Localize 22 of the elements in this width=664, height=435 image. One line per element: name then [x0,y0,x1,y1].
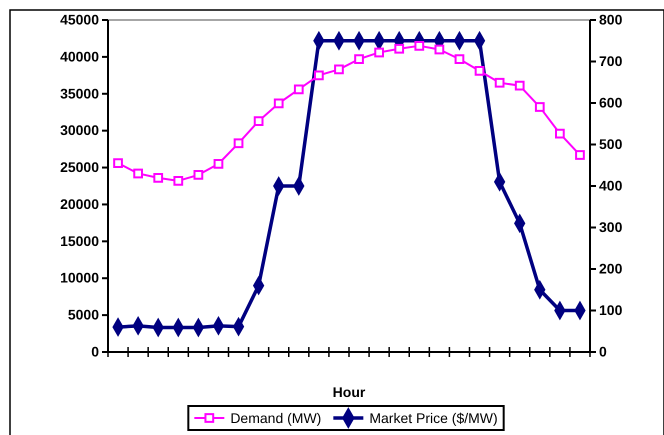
y-tick-label: 25000 [60,159,100,176]
y2-tick-label: 0 [599,343,607,360]
y2-tick-label: 500 [599,136,623,152]
y-tick-label: 20000 [60,196,100,212]
y-tick-label: 10000 [60,270,100,286]
y2-tick-label: 200 [599,260,623,276]
y-tick-label: 5000 [68,306,100,323]
y-tick-label: 0 [91,343,100,360]
legend-label: Demand (MW) [230,410,322,426]
y2-tick-label: 400 [599,177,623,194]
y-tick-label: 40000 [60,48,100,64]
y-tick-label: 15000 [60,232,100,249]
y2-tick-label: 300 [599,218,623,235]
x-axis-title: Hour [332,384,366,400]
y-tick-label: 35000 [60,85,100,102]
y2-tick-label: 100 [599,302,623,318]
y2-tick-label: 800 [599,11,623,28]
y2-tick-label: 600 [599,94,623,110]
y-tick-label: 30000 [60,122,100,138]
y-tick-label: 45000 [60,11,100,28]
y2-tick-label: 700 [599,52,623,69]
legend-label: Market Price ($/MW) [369,410,498,426]
